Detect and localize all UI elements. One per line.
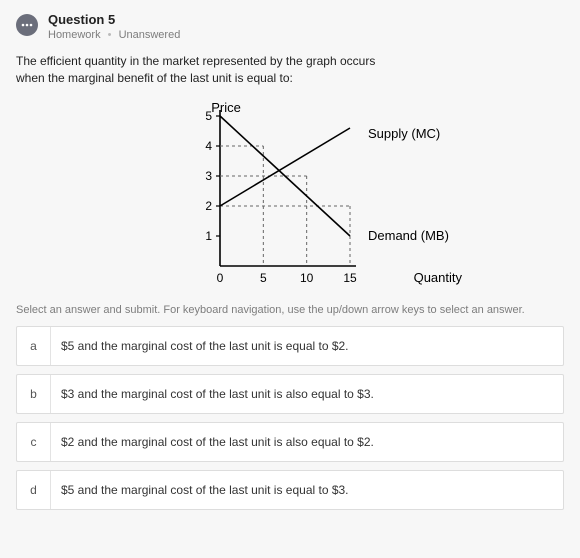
breadcrumb-separator: • <box>108 29 112 41</box>
svg-text:Price: Price <box>211 100 241 115</box>
chart-container: 12345051015PriceQuantitySupply (MC)Deman… <box>16 96 564 296</box>
prompt-line-1: The efficient quantity in the market rep… <box>16 53 564 70</box>
svg-text:0: 0 <box>217 271 224 285</box>
answer-options: a$5 and the marginal cost of the last un… <box>16 326 564 510</box>
question-meta: Homework • Unanswered <box>48 29 180 41</box>
svg-text:15: 15 <box>343 271 357 285</box>
svg-text:1: 1 <box>205 229 212 243</box>
answer-option-c[interactable]: c$2 and the marginal cost of the last un… <box>16 422 564 462</box>
option-text: $5 and the marginal cost of the last uni… <box>51 471 563 509</box>
option-text: $5 and the marginal cost of the last uni… <box>51 327 563 365</box>
option-letter: a <box>17 327 51 365</box>
option-letter: d <box>17 471 51 509</box>
answer-option-b[interactable]: b$3 and the marginal cost of the last un… <box>16 374 564 414</box>
svg-text:2: 2 <box>205 199 212 213</box>
prompt-line-2: when the marginal benefit of the last un… <box>16 70 564 87</box>
svg-text:Demand (MB): Demand (MB) <box>368 228 449 243</box>
svg-text:Quantity: Quantity <box>414 270 463 285</box>
answer-option-a[interactable]: a$5 and the marginal cost of the last un… <box>16 326 564 366</box>
option-text: $2 and the marginal cost of the last uni… <box>51 423 563 461</box>
option-letter: c <box>17 423 51 461</box>
svg-text:5: 5 <box>260 271 267 285</box>
svg-text:10: 10 <box>300 271 314 285</box>
answer-option-d[interactable]: d$5 and the marginal cost of the last un… <box>16 470 564 510</box>
breadcrumb-status: Unanswered <box>119 29 181 41</box>
header-text: Question 5 Homework • Unanswered <box>48 12 180 41</box>
svg-text:3: 3 <box>205 169 212 183</box>
supply-demand-chart: 12345051015PriceQuantitySupply (MC)Deman… <box>110 96 470 296</box>
question-header: Question 5 Homework • Unanswered <box>16 12 564 41</box>
option-text: $3 and the marginal cost of the last uni… <box>51 375 563 413</box>
question-prompt: The efficient quantity in the market rep… <box>16 53 564 88</box>
svg-text:Supply (MC): Supply (MC) <box>368 126 440 141</box>
instruction-text: Select an answer and submit. For keyboar… <box>16 304 564 316</box>
question-number: Question 5 <box>48 12 180 27</box>
svg-text:4: 4 <box>205 139 212 153</box>
breadcrumb-home: Homework <box>48 29 101 41</box>
more-icon[interactable] <box>16 14 38 36</box>
option-letter: b <box>17 375 51 413</box>
